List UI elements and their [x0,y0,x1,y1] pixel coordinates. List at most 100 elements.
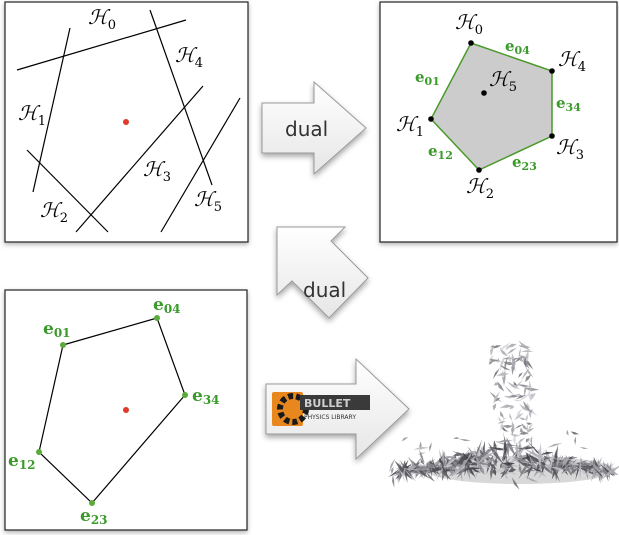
edge-vertex-e34 [182,392,188,398]
edge-vertex-e04 [154,315,160,321]
debris-shard [496,439,513,443]
panel-dual-polygon: ℋ0 ℋ4 ℋ3 ℋ2 ℋ1 ℋ5 e04 e34 e23 e12 e01 [379,1,618,243]
debris-shard [403,467,406,477]
bullet-logo: BULLET PHYSICS LIBRARY [272,392,370,426]
debris-shard [453,437,460,439]
debris-shard [516,443,533,453]
debris-shard [524,451,548,466]
debris-shard [497,357,500,364]
debris-shard [492,403,497,411]
debris-shard [515,452,518,459]
debris-shard [525,350,529,362]
debris-shard [522,400,532,414]
debris-shard [521,423,529,431]
debris-shard [489,462,497,470]
debris-shard [512,434,516,445]
debris-shard [500,355,505,372]
edge-polygon-outline [38,317,186,504]
debris-shard [513,379,524,390]
debris-shard [519,356,524,363]
debris-shard [401,437,409,442]
debris-shard [579,454,582,481]
debris-shard [511,357,516,372]
debris-shard [501,424,514,429]
debris-shard [543,455,550,460]
debris-shard [456,462,470,480]
debris-shard [518,340,531,351]
debris-shard [517,437,526,445]
debris-shard [509,406,515,409]
debris-shard [509,412,513,421]
debris-shard [444,456,458,469]
vertex-h2 [476,167,482,173]
debris-shard [526,402,531,409]
debris-shard [508,354,511,363]
debris-shard [462,452,473,464]
debris-shard [511,420,515,432]
debris-shard [514,424,524,429]
debris-shard [592,459,595,466]
debris-shard [539,461,555,476]
panel-edge-polygon: e01 e04 e34 e23 e12 [4,289,248,531]
debris-shard [433,461,441,467]
debris-shard [506,347,518,355]
debris-shard [524,476,539,483]
debris-shard [442,448,445,470]
vertex-label-h2: ℋ2 [466,174,494,202]
debris-shard [526,422,532,425]
bullet-logo-tagline: PHYSICS LIBRARY [304,414,356,421]
debris-shard [515,393,521,397]
label-h1: ℋ1 [18,101,46,129]
debris-shard [512,456,535,472]
debris-shard [517,354,529,359]
debris-shard [524,384,527,397]
debris-shard [499,404,515,408]
debris-shard [600,465,619,480]
edge-vertex-label-e34: e34 [192,386,220,407]
debris-shard [457,454,472,475]
line-h2 [26,149,109,233]
debris-shard [547,443,563,448]
debris-shard [525,366,534,378]
edge-vertex-e12 [36,449,42,455]
debris-shard [496,372,510,376]
debris-shard [514,413,524,421]
debris-shard [511,477,520,490]
debris-shard [530,435,533,447]
debris-shard [482,458,495,466]
debris-shard [497,381,505,392]
debris-shard [603,462,615,472]
debris-shard [518,460,531,480]
debris-shard [494,441,503,443]
dual-label-left: dual [303,278,346,302]
debris-shard [550,466,565,470]
debris-shard [429,442,432,452]
debris-shard [480,464,485,475]
simulation-image [388,340,619,490]
debris-shard [506,444,510,457]
debris-shard [578,462,593,467]
debris-shard [515,441,519,455]
edge-vertex-label-e23: e23 [80,506,108,527]
origin-point [123,407,129,413]
edge-label-e01: e01 [415,68,440,88]
debris-shard [516,408,522,418]
debris-shard [398,459,402,484]
debris-shard [490,359,496,363]
debris-shard [528,393,536,399]
vertex-label-h0: ℋ0 [455,10,483,38]
debris-shard [499,471,509,475]
vertex-label-h3: ℋ3 [556,135,584,163]
debris-shard [537,470,546,479]
debris-shard [526,422,529,437]
debris-shard [389,458,395,473]
debris-shard [500,411,504,419]
label-h3: ℋ3 [143,157,171,185]
debris-shard [504,385,515,396]
debris-shard [573,465,595,479]
debris-shard [500,348,508,357]
debris-shard [519,427,524,435]
line-h1 [32,27,71,193]
debris-shard [492,467,497,476]
